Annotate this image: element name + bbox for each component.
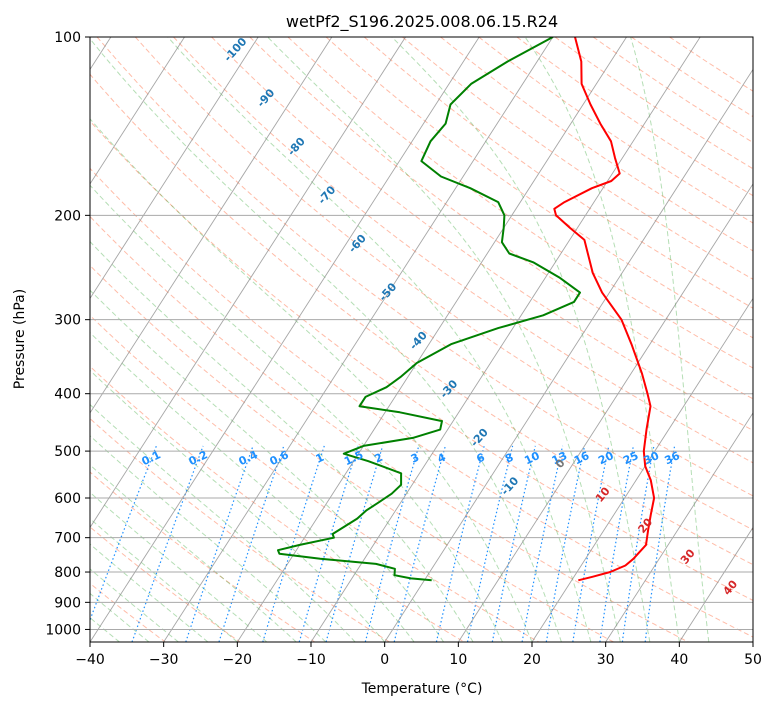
y-tick-label: 700 [54,531,81,547]
y-tick-label: 400 [54,387,81,403]
x-tick-label: 10 [449,652,467,668]
y-tick-label: 300 [54,313,81,329]
x-tick-label: 0 [380,652,389,668]
x-tick-label: 40 [670,652,688,668]
y-tick-label: 600 [54,491,81,507]
y-tick-label: 100 [54,30,81,46]
x-axis-title: Temperature (°C) [361,681,483,697]
chart-title: wetPf2_S196.2025.008.06.15.R24 [286,12,558,32]
y-tick-label: 800 [54,565,81,581]
y-tick-label: 500 [54,444,81,460]
x-tick-label: 50 [744,652,762,668]
x-tick-label: −20 [223,652,253,668]
y-axis-title: Pressure (hPa) [12,289,28,389]
y-tick-label: 900 [54,595,81,611]
x-tick-label: 30 [597,652,615,668]
y-tick-label: 1000 [45,622,81,638]
y-tick-label: 200 [54,208,81,224]
x-tick-label: 20 [523,652,541,668]
x-tick-label: −40 [75,652,105,668]
x-tick-label: −30 [149,652,179,668]
x-tick-label: −10 [296,652,326,668]
